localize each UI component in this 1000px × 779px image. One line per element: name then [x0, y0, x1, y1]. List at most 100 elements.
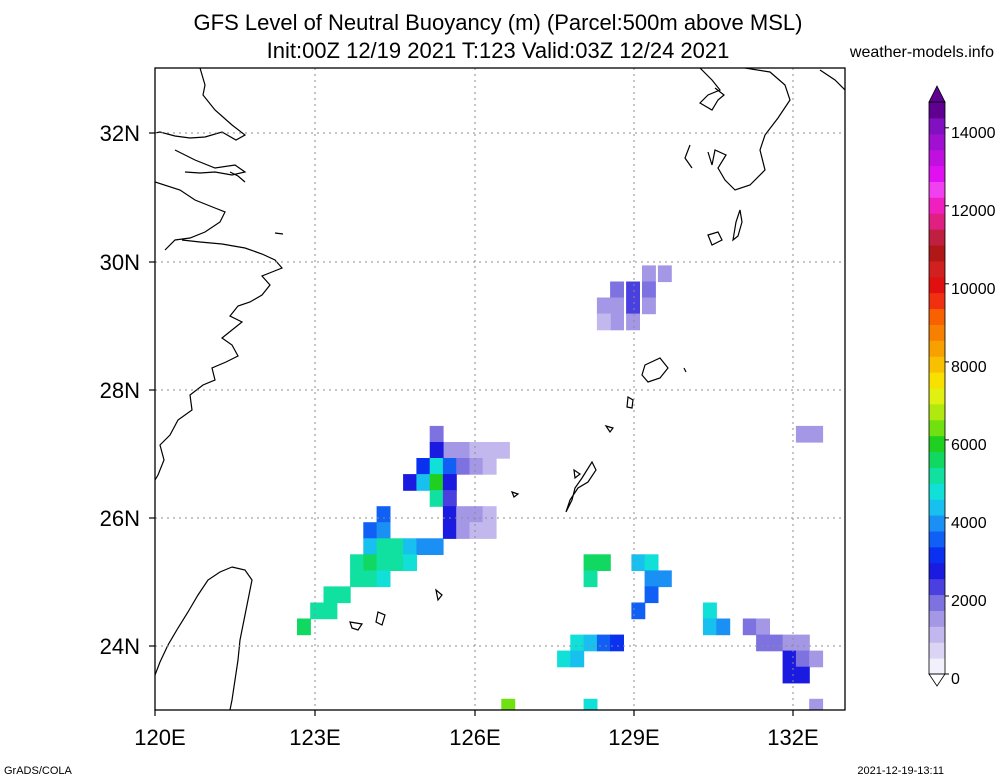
colorbar-swatch: [929, 658, 945, 675]
lnb-cell: [429, 538, 444, 555]
lnb-cell: [363, 522, 378, 539]
lnb-cell: [644, 554, 659, 571]
lnb-cell: [644, 586, 659, 604]
lnb-cell: [469, 458, 484, 475]
lnb-cell: [756, 634, 770, 652]
lnb-cell: [583, 570, 598, 588]
colorbar-swatch: [929, 197, 945, 214]
lnb-cell: [363, 570, 378, 588]
lon-label-132e: 132E: [767, 725, 818, 750]
lnb-cell: [297, 618, 311, 636]
colorbar-swatch: [929, 292, 945, 310]
lon-label-123e: 123E: [289, 725, 340, 750]
lnb-cell: [756, 618, 770, 636]
lnb-cell: [403, 474, 417, 491]
lnb-cell: [596, 634, 611, 652]
lnb-cell: [482, 442, 497, 459]
lnb-cell: [657, 265, 672, 283]
lnb-cell: [350, 570, 364, 588]
lat-label-26n: 26N: [100, 506, 140, 531]
lnb-cell: [570, 650, 585, 668]
lnb-cell: [703, 618, 717, 636]
colorbar-swatch: [929, 483, 945, 500]
lnb-cell: [782, 650, 797, 668]
lnb-cell: [769, 634, 784, 652]
lnb-cell: [610, 634, 624, 652]
colorbar-swatch: [929, 467, 945, 484]
lnb-cell: [456, 506, 471, 523]
cbar-label-14000: 14000: [951, 125, 996, 142]
colorbar-swatch: [929, 610, 945, 627]
cbar-label-0: 0: [951, 671, 960, 688]
lnb-cell: [583, 698, 598, 710]
lnb-cell: [363, 538, 378, 555]
cbar-label-4000: 4000: [951, 515, 987, 532]
colorbar-swatch: [929, 515, 945, 532]
lnb-cell: [469, 442, 484, 459]
lnb-cell: [782, 666, 797, 684]
lnb-cell: [429, 490, 444, 507]
site-credit: weather-models.info: [849, 44, 994, 61]
footer-timestamp: 2021-12-19-13:11: [857, 765, 944, 777]
lat-label-28n: 28N: [100, 378, 140, 403]
colorbar-swatch: [929, 642, 945, 659]
lnb-cell: [442, 474, 457, 491]
lnb-cell: [596, 313, 611, 331]
coastlines: [155, 68, 845, 710]
lnb-cell: [416, 474, 431, 491]
lnb-cell: [795, 634, 810, 652]
lnb-cell: [626, 281, 640, 299]
lnb-cell: [809, 425, 824, 443]
colorbar-swatch: [929, 388, 945, 405]
lnb-cell: [469, 506, 484, 523]
lnb-cell: [376, 506, 391, 523]
lnb-cell: [657, 570, 672, 588]
colorbar-min-arrow: [928, 673, 946, 687]
lat-label-24n: 24N: [100, 634, 140, 659]
lnb-cell: [610, 281, 624, 299]
lnb-cell: [456, 442, 471, 459]
lnb-cell: [610, 297, 624, 315]
lnb-cell: [429, 458, 444, 475]
lnb-cell: [376, 538, 391, 555]
colorbar-swatch: [929, 594, 945, 611]
lnb-cell: [429, 442, 444, 459]
lnb-cell: [416, 538, 431, 555]
colorbar-swatch: [929, 531, 945, 548]
lnb-cell: [716, 618, 731, 636]
cbar-label-8000: 8000: [951, 359, 987, 376]
lnb-cell: [610, 313, 624, 331]
cbar-label-2000: 2000: [951, 593, 987, 610]
lnb-cell: [469, 522, 484, 539]
colorbar-swatch: [929, 213, 945, 230]
colorbar-frame: [928, 101, 946, 675]
colorbar-swatch: [929, 229, 945, 246]
colorbar-swatch: [929, 308, 945, 325]
lnb-cell: [795, 650, 810, 668]
lnb-cell: [642, 265, 656, 283]
colorbar-swatch: [929, 149, 945, 167]
lnb-cell: [496, 442, 510, 459]
lnb-cell: [742, 618, 757, 636]
lnb-cell: [626, 297, 640, 315]
colorbar-swatch: [929, 435, 945, 453]
cbar-label-6000: 6000: [951, 437, 987, 454]
lnb-cell: [363, 554, 378, 571]
lnb-cell: [442, 442, 457, 459]
lnb-cell: [376, 522, 391, 539]
lnb-cell: [403, 554, 417, 571]
lnb-cell: [642, 281, 656, 299]
colorbar-swatch: [929, 324, 945, 341]
colorbar-swatch: [929, 181, 945, 198]
lnb-cell: [389, 554, 404, 571]
lnb-cell: [703, 602, 717, 620]
plot-frame: [154, 67, 846, 711]
lnb-cell: [583, 634, 598, 652]
colorbar-swatch: [929, 372, 945, 389]
colorbar-labels: 0 2000 4000 6000 8000 10000 12000 14000: [951, 125, 996, 688]
lon-label-129e: 129E: [608, 725, 659, 750]
colorbar-swatch: [929, 403, 945, 421]
lnb-cell: [442, 506, 457, 523]
lnb-cell: [310, 602, 325, 620]
